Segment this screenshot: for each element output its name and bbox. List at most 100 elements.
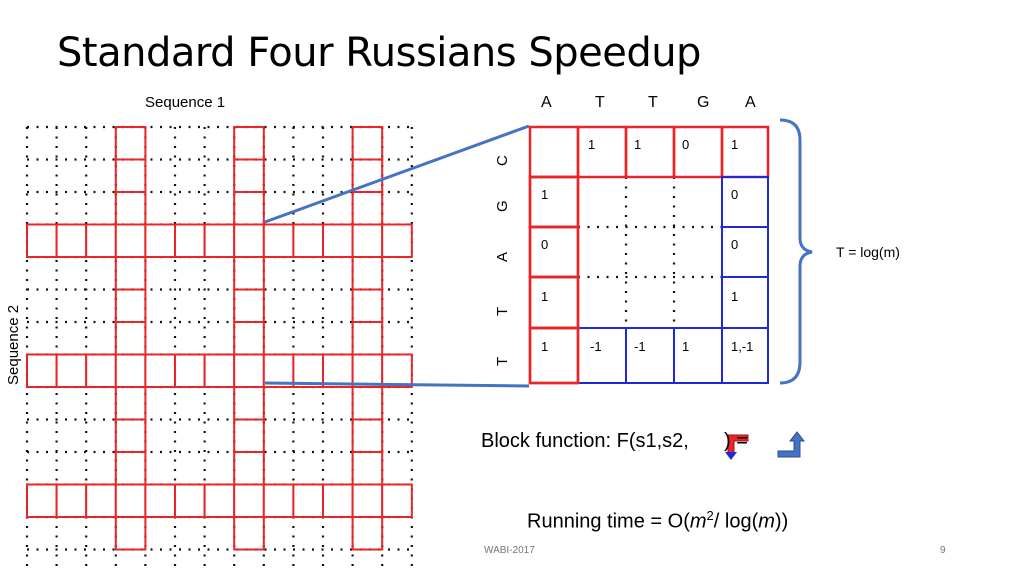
block-top-cell: [528, 125, 580, 179]
red-row-cell: [233, 353, 265, 388]
top-letter: T: [648, 94, 658, 111]
top-row-value: 1: [588, 137, 596, 152]
left-col-value: 1: [541, 187, 549, 202]
side-letter: A: [494, 251, 511, 262]
block-function-suffix: ) =: [718, 430, 748, 453]
red-row-cell: [85, 223, 117, 258]
connector-line-bottom: [264, 381, 530, 388]
zoomed-block: [528, 125, 770, 385]
running-time-text: Running time = O(m2/ log(m)): [527, 508, 788, 534]
block-left-cell-outline: [528, 225, 580, 279]
red-column-cell: [351, 288, 384, 323]
right-col-value: 0: [731, 237, 739, 252]
red-row-cell: [85, 353, 117, 388]
red-row-cell: [174, 483, 206, 518]
block-right-cell: [721, 226, 769, 278]
block-top-cell: [624, 125, 676, 179]
connector-line-top: [264, 124, 530, 224]
red-column-cell: [114, 126, 147, 161]
red-row-cell: [114, 223, 147, 258]
red-row-cell: [203, 353, 236, 388]
block-function-prefix: Block function: F(s1,s2,: [481, 430, 695, 453]
running-time-m: m: [689, 510, 707, 533]
sequence-1-label: Sequence 1: [145, 94, 226, 111]
red-row-cell: [174, 353, 206, 388]
red-column-cell: [233, 158, 265, 193]
red-row-cell: [203, 223, 236, 258]
bottom-row-value: -1: [590, 339, 602, 354]
red-column-cell: [114, 516, 147, 551]
red-row-cell: [203, 483, 236, 518]
block-top-cell: [672, 125, 724, 179]
red-column-cell: [351, 256, 384, 291]
running-time-m2: m: [758, 510, 775, 533]
red-row-cell: [351, 223, 384, 258]
block-bottom-cell: [577, 327, 627, 384]
red-column-cell: [114, 418, 147, 453]
side-letter: T: [494, 356, 511, 366]
red-row-cell: [292, 353, 324, 388]
red-column-cell: [351, 516, 384, 551]
red-row-cell: [26, 483, 58, 518]
red-column-cell: [114, 191, 147, 226]
red-row-cell: [381, 353, 413, 388]
red-row-cell: [351, 353, 384, 388]
red-row-cell: [292, 483, 324, 518]
running-time-prefix: Running time = O(: [527, 510, 690, 533]
running-time-mid: / log(: [713, 510, 759, 533]
block-bottom-cell: [721, 327, 769, 384]
red-row-cell: [322, 483, 354, 518]
red-column-cell: [114, 386, 147, 421]
red-column-cell: [114, 288, 147, 323]
red-column-cell: [114, 321, 147, 356]
block-left-cell: [528, 275, 580, 330]
red-row-cell: [381, 483, 413, 518]
bottom-row-value: 1: [682, 339, 690, 354]
page-number: 9: [940, 545, 946, 556]
bottom-row-value: -1: [634, 339, 646, 354]
red-row-cell: [114, 353, 147, 388]
side-letter: G: [494, 200, 511, 212]
red-column-cell: [351, 321, 384, 356]
left-col-value: 1: [541, 339, 549, 354]
top-letter: G: [697, 94, 710, 111]
red-column-cell: [114, 451, 147, 486]
red-column-cell: [351, 451, 384, 486]
top-letter: T: [595, 94, 605, 111]
red-column-cell: [233, 256, 265, 291]
red-row-cell: [55, 353, 88, 388]
right-col-value: 0: [731, 187, 739, 202]
red-column-cell: [114, 158, 147, 193]
left-col-value: 0: [541, 237, 549, 252]
red-block-strips: [26, 126, 413, 551]
block-right-cell: [721, 276, 769, 329]
red-row-cell: [262, 483, 295, 518]
blue-arrow-icon: [777, 431, 806, 458]
top-letter: A: [541, 94, 552, 111]
block-left-cell: [528, 225, 580, 279]
side-letter: C: [494, 155, 511, 166]
red-column-cell: [233, 288, 265, 323]
red-row-cell: [233, 483, 265, 518]
red-column-cell: [233, 516, 265, 551]
red-row-cell: [55, 483, 88, 518]
top-letter: A: [745, 94, 756, 111]
running-time-suffix: )): [774, 510, 789, 533]
red-row-cell: [262, 223, 295, 258]
t-label: T = log(m): [836, 244, 900, 260]
red-column-cell: [233, 451, 265, 486]
right-col-value: 1: [731, 289, 739, 304]
bottom-row-value: 1,-1: [731, 339, 754, 354]
red-row-cell: [114, 483, 147, 518]
top-row-value: 0: [682, 137, 690, 152]
left-col-value: 1: [541, 289, 549, 304]
red-corner-icon: [725, 434, 749, 460]
red-row-cell: [85, 483, 117, 518]
red-column-cell: [233, 321, 265, 356]
red-column-cell: [114, 256, 147, 291]
block-function-text: Block function: F(s1,s2, ) =: [481, 430, 748, 453]
red-column-cell: [351, 386, 384, 421]
top-row-value: 1: [731, 137, 739, 152]
red-column-cell: [351, 126, 384, 161]
